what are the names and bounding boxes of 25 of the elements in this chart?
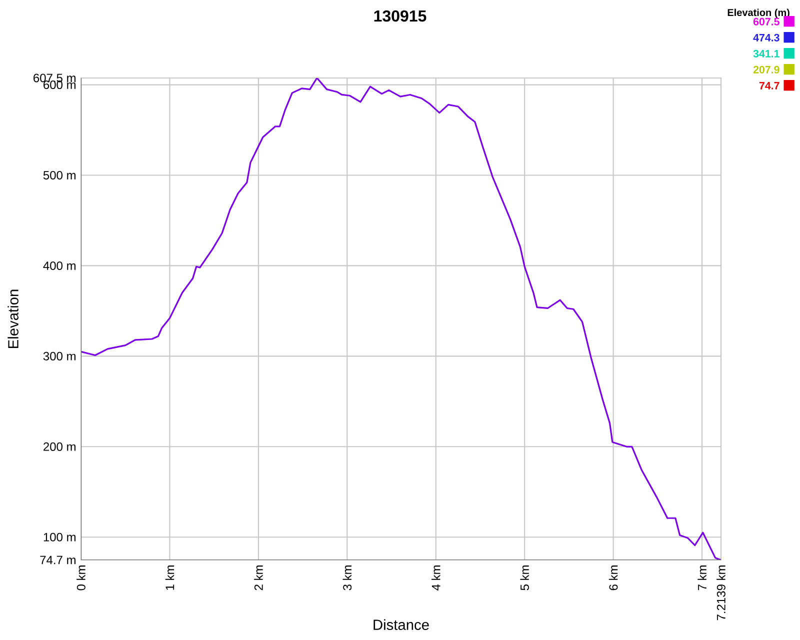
x-tick-label: 6 km [608, 566, 618, 590]
x-tick-label: 4 km [432, 566, 440, 590]
text: 607.5 [753, 18, 780, 26]
x-tick-label: 3 km [342, 566, 352, 590]
y-tick-label: 200 m [44, 442, 76, 451]
x-tick-label: 7 km [698, 566, 706, 590]
x-tick-label: 1 km [165, 566, 174, 590]
y-axis-title: Elevation [8, 290, 18, 348]
x-tick-label: 7.2139 km [716, 566, 726, 620]
y-tick-label: 607.5 m [34, 74, 76, 82]
x-tick-label: 2 km [254, 566, 263, 590]
text: 474.3 [753, 34, 780, 42]
text: 207.9 [753, 66, 780, 74]
text: 341.1 [753, 50, 780, 58]
line-series [81, 78, 721, 560]
y-tick-label: 500 m [43, 170, 76, 180]
x-axis-title: Distance [374, 619, 429, 630]
y-tick-label: 100 m [44, 532, 76, 542]
y-tick-label: 74.7 m [40, 556, 76, 564]
chart-title: 130915 [374, 10, 426, 22]
x-tick-label: 5 km [520, 566, 529, 590]
y-tick-label: 400 m [43, 261, 76, 270]
text: 74.7 [759, 82, 780, 90]
x-tick-label: 0 km [76, 566, 86, 590]
y-tick-label: 300 m [43, 352, 76, 360]
